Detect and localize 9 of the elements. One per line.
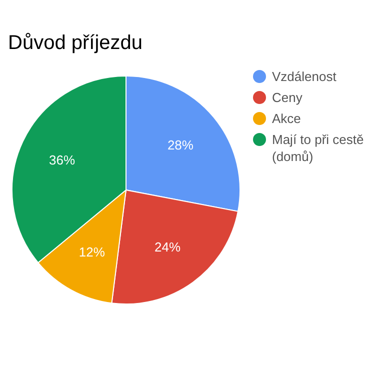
data-label: 36% <box>49 152 76 168</box>
legend-label: Mají to při cestě (domů) <box>272 131 365 165</box>
data-label: 24% <box>154 240 181 255</box>
legend-label: Ceny <box>272 89 302 106</box>
legend-label: Akce <box>272 110 301 127</box>
data-label: 12% <box>78 244 106 260</box>
chart-title: Důvod příjezdu <box>8 32 143 55</box>
data-label: 28% <box>167 137 194 152</box>
legend-label: Vzdálenost <box>272 68 336 85</box>
